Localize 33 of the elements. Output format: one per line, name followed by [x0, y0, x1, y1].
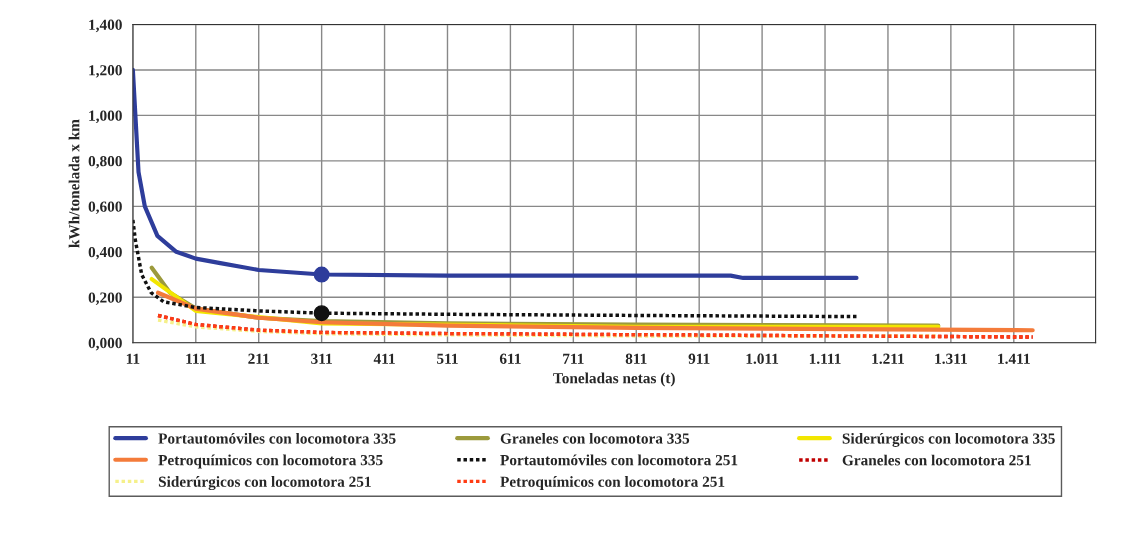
y-tick-label: 0,800 [88, 156, 122, 169]
x-tick-label: 1.311 [935, 353, 967, 364]
x-axis-title: Toneladas netas (t) [553, 372, 675, 387]
legend-label: Graneles con locomotora 251 [842, 454, 1031, 466]
x-tick-label: 611 [499, 353, 521, 364]
x-tick-label: 1.111 [809, 353, 841, 364]
x-tick-label: 1.411 [998, 353, 1030, 364]
y-tick-label: 0,000 [88, 337, 122, 351]
y-tick-label: 1,200 [89, 65, 122, 78]
y-tick-label: 1,000 [89, 110, 122, 124]
y-tick-label: 1,400 [89, 19, 122, 33]
x-tick-label: 11 [126, 353, 140, 364]
x-tick-label: 911 [688, 353, 710, 364]
legend-label: Petroquímicos con locomotora 335 [158, 454, 383, 469]
legend-label: Siderúrgicos con locomotora 335 [842, 432, 1055, 447]
x-tick-label: 1.211 [872, 353, 904, 364]
x-tick-label: 711 [563, 353, 584, 364]
legend-label: Portautomóviles con locomotora 251 [500, 454, 738, 466]
x-tick-label: 411 [373, 353, 395, 364]
legend-label: Siderúrgicos con locomotora 251 [158, 476, 371, 491]
x-tick-label: 111 [186, 353, 206, 364]
legend-label: Petroquímicos con locomotora 251 [500, 476, 725, 490]
y-tick-label: 0,600 [88, 201, 122, 214]
y-tick-label: 0,400 [88, 246, 122, 260]
x-tick-label: 511 [437, 353, 458, 364]
y-tick-label: 0,200 [88, 292, 122, 305]
legend-label: Graneles con locomotora 335 [500, 432, 690, 444]
x-tick-label: 311 [311, 353, 332, 364]
x-tick-label: 1.011 [746, 353, 779, 364]
legend-label: Portautomóviles con locomotora 335 [158, 432, 396, 444]
y-axis-title: kWh/tonelada x km [68, 119, 80, 248]
x-tick-label: 211 [248, 353, 269, 364]
x-tick-label: 811 [625, 353, 647, 364]
